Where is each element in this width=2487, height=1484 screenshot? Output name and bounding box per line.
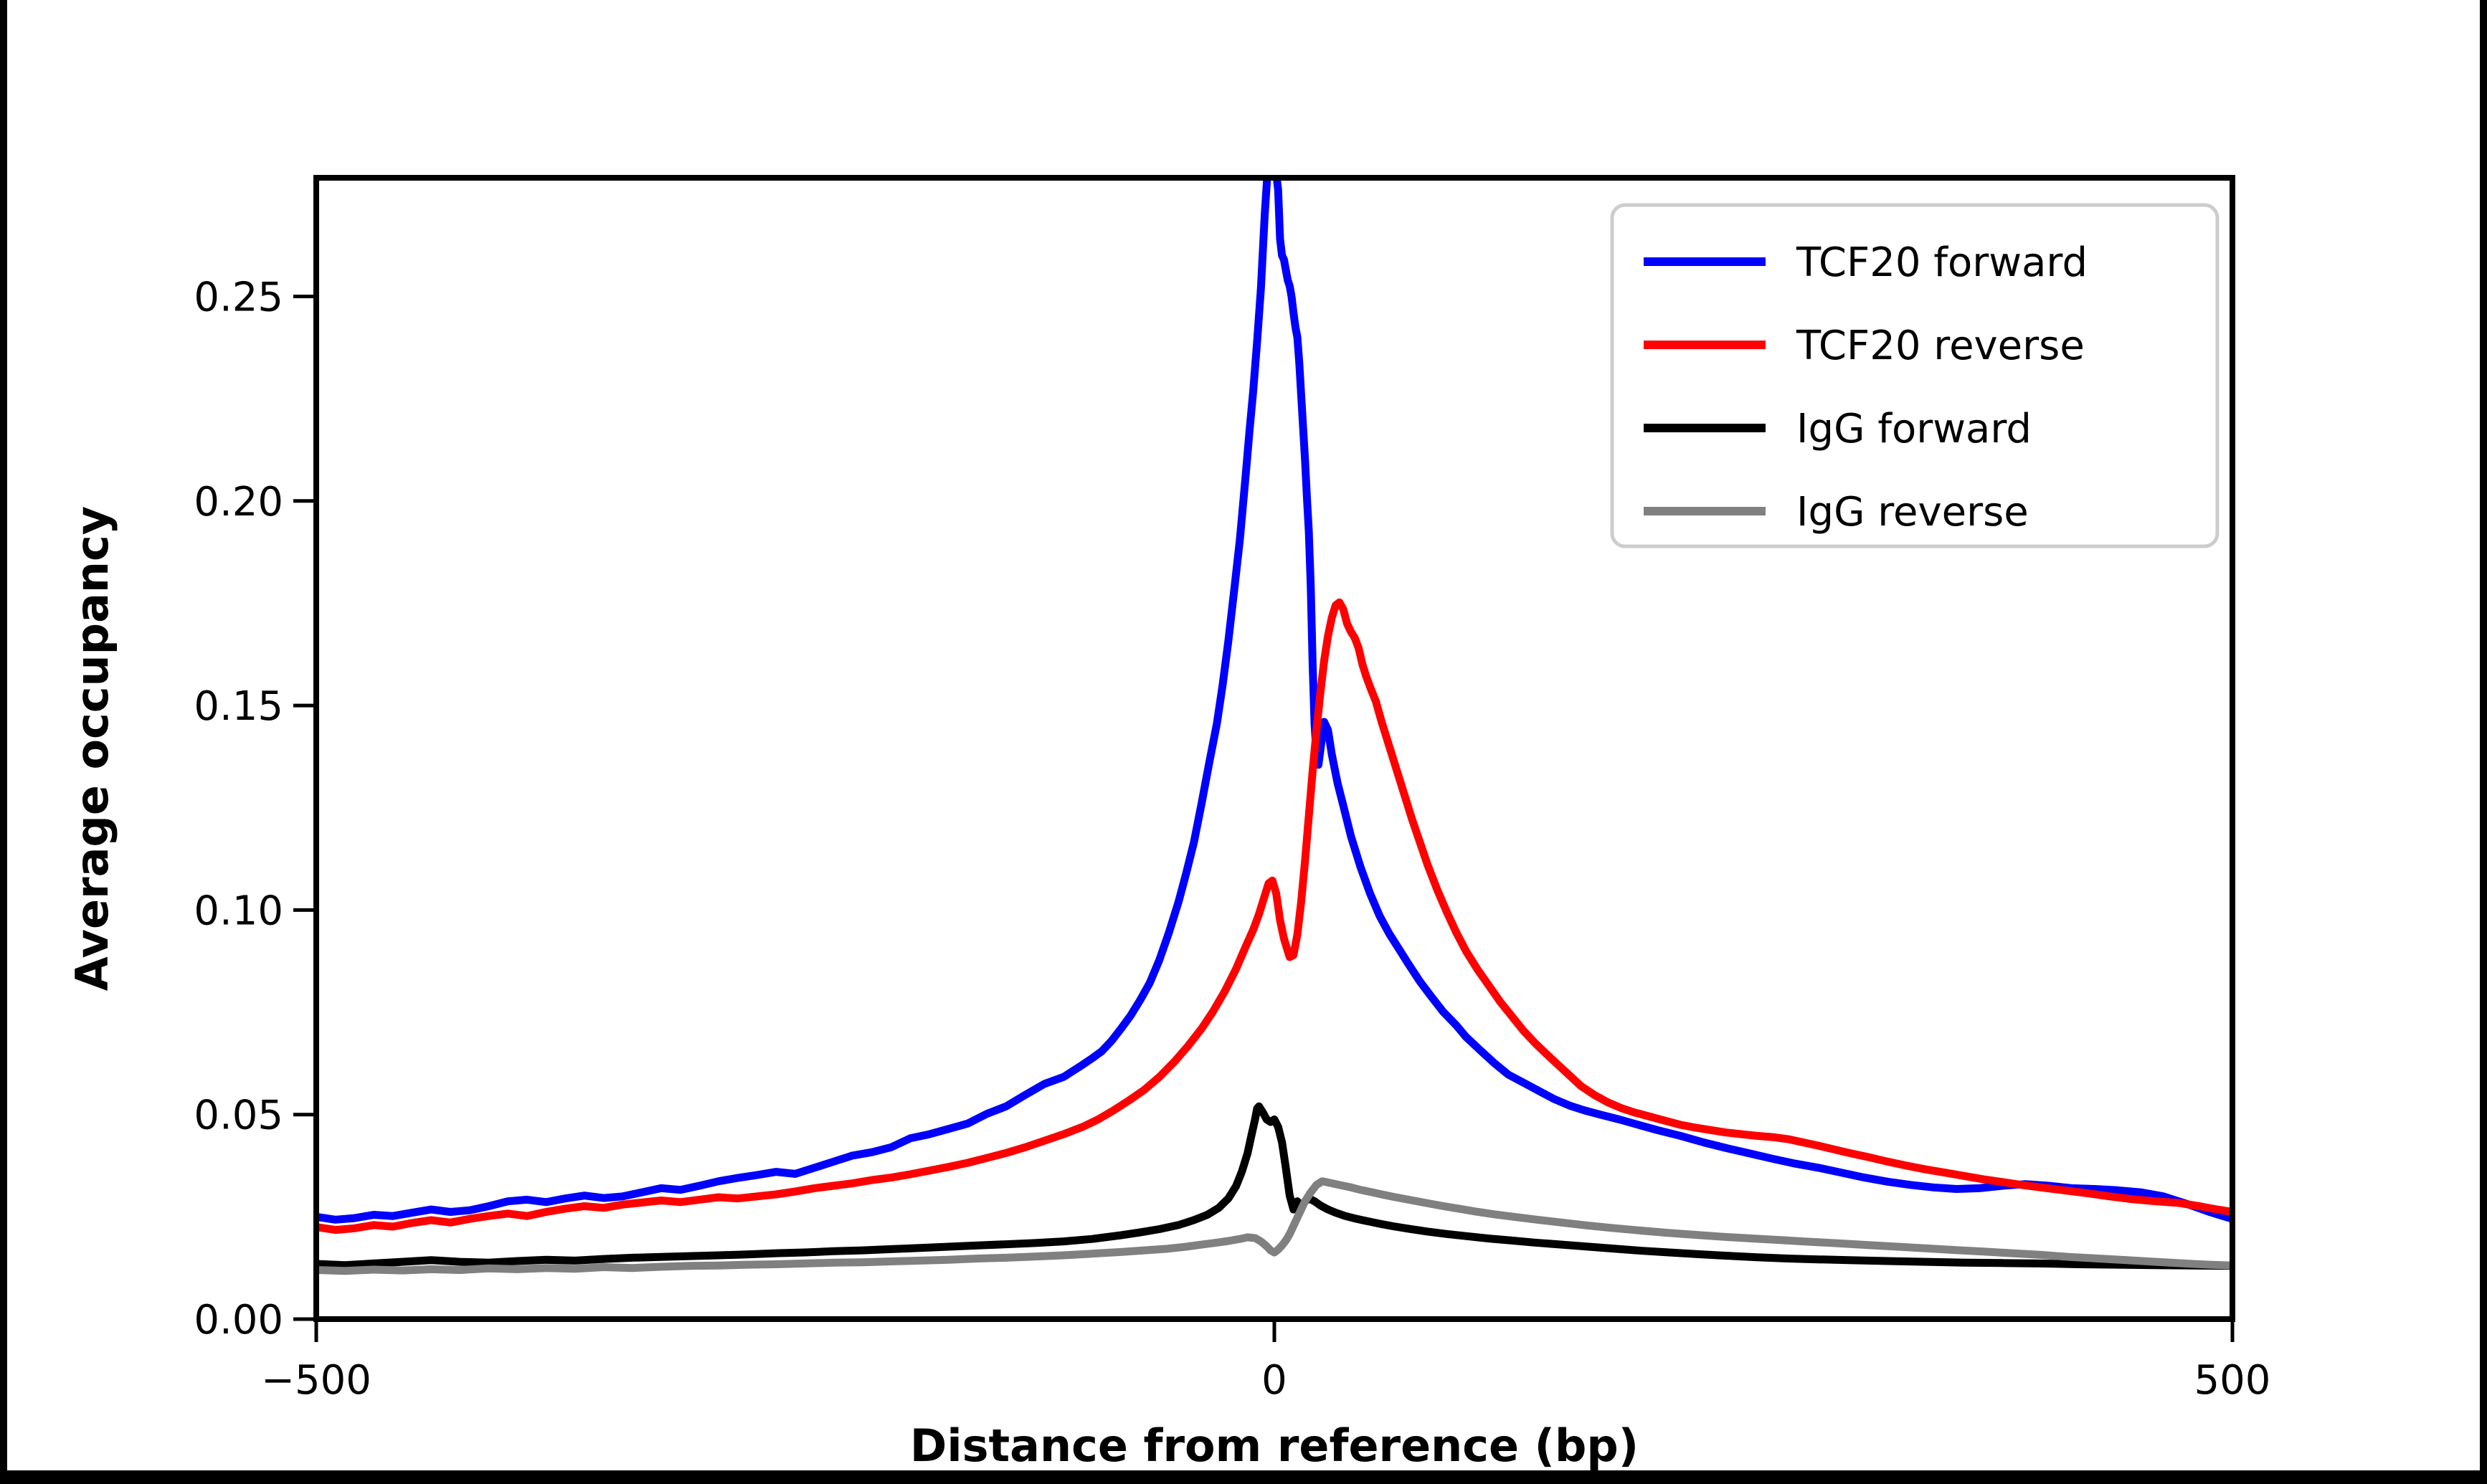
x-tick-label: 0 [1261, 1357, 1287, 1404]
plot-border [313, 175, 2235, 1322]
x-tick-label: 500 [2194, 1357, 2271, 1404]
y-tick-label: 0.10 [194, 888, 283, 934]
legend: TCF20 forward TCF20 reverse IgG forward IgG… [1610, 203, 2220, 548]
series-line-tcf20-reverse [316, 598, 2232, 1235]
x-tick-label: −500 [261, 1357, 371, 1404]
y-tick-label: 0.05 [194, 1093, 283, 1139]
screen-border-right [2480, 0, 2487, 1484]
legend-label: TCF20 reverse [1796, 323, 2085, 369]
series-line-tcf20-forward [316, 178, 2232, 1224]
x-axis-title: Distance from reference (bp) [910, 1419, 1639, 1472]
y-tick-label: 0.25 [194, 274, 283, 320]
y-tick-label: 0.15 [194, 683, 283, 730]
y-tick-label: 0.20 [194, 479, 283, 525]
legend-label: IgG reverse [1796, 489, 2029, 536]
screen-border-left [0, 0, 7, 1484]
legend-label: IgG forward [1796, 406, 2032, 452]
plot-area [316, 178, 2232, 1275]
legend-box [1610, 203, 2220, 548]
series-line-igg-reverse [316, 1177, 2232, 1275]
legend-label: TCF20 forward [1796, 239, 2088, 286]
screen-border-bottom [0, 1470, 2487, 1484]
y-axis-title: Average occupancy [66, 506, 118, 991]
series-line-igg-forward [316, 1102, 2232, 1270]
y-tick-label: 0.00 [194, 1297, 283, 1343]
